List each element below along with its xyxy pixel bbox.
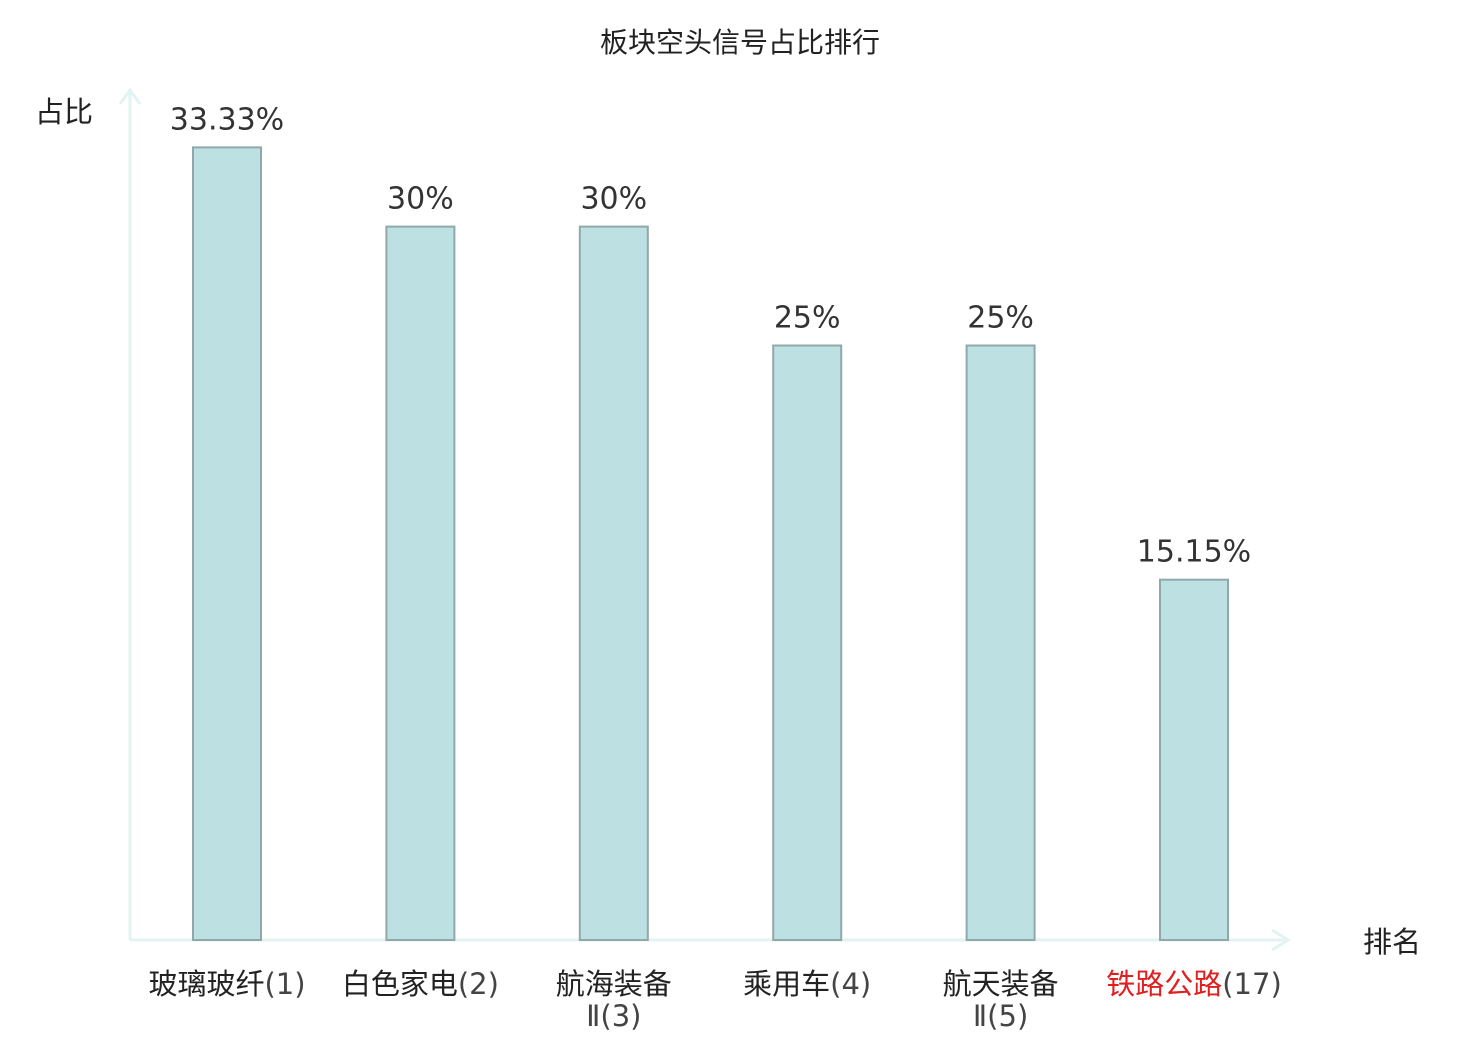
x-tick-label: 航天装备 Ⅱ(5)	[943, 967, 1059, 1033]
bar	[385, 225, 456, 942]
x-tick-label: 航海装备 Ⅱ(3)	[556, 967, 672, 1033]
x-tick-label: 玻璃玻纤(1)	[148, 967, 305, 1001]
x-axis-label: 排名	[1363, 925, 1421, 959]
data-label: 30%	[387, 182, 454, 217]
axes	[118, 87, 1291, 952]
y-axis-arrow-icon	[118, 87, 142, 105]
bar	[965, 344, 1036, 941]
bars-group	[192, 146, 1229, 942]
data-label: 25%	[774, 301, 841, 336]
bar	[772, 344, 843, 941]
data-label: 15.15%	[1137, 535, 1251, 570]
y-axis-label: 占比	[35, 95, 93, 129]
data-label: 25%	[967, 301, 1034, 336]
x-tick-label: 白色家电(2)	[342, 967, 499, 1001]
bar	[192, 146, 262, 941]
x-tick-label: 铁路公路(17)	[1106, 967, 1282, 1001]
category-labels-group: 玻璃玻纤(1) 白色家电(2) 航海装备 Ⅱ(3) 乘用车(4) 航天装备 Ⅱ(5) 铁路公路…	[148, 967, 1281, 1033]
data-label: 33.33%	[170, 102, 284, 137]
data-label: 30%	[580, 182, 647, 217]
value-labels-group: 33.33% 30% 30% 25% 25% 15.15%	[170, 102, 1251, 569]
bar	[1159, 578, 1229, 941]
bar	[578, 225, 649, 942]
x-axis-arrow-icon	[1271, 928, 1291, 952]
x-tick-label: 乘用车(4)	[743, 967, 871, 1001]
chart-title: 板块空头信号占比排行	[600, 26, 880, 59]
